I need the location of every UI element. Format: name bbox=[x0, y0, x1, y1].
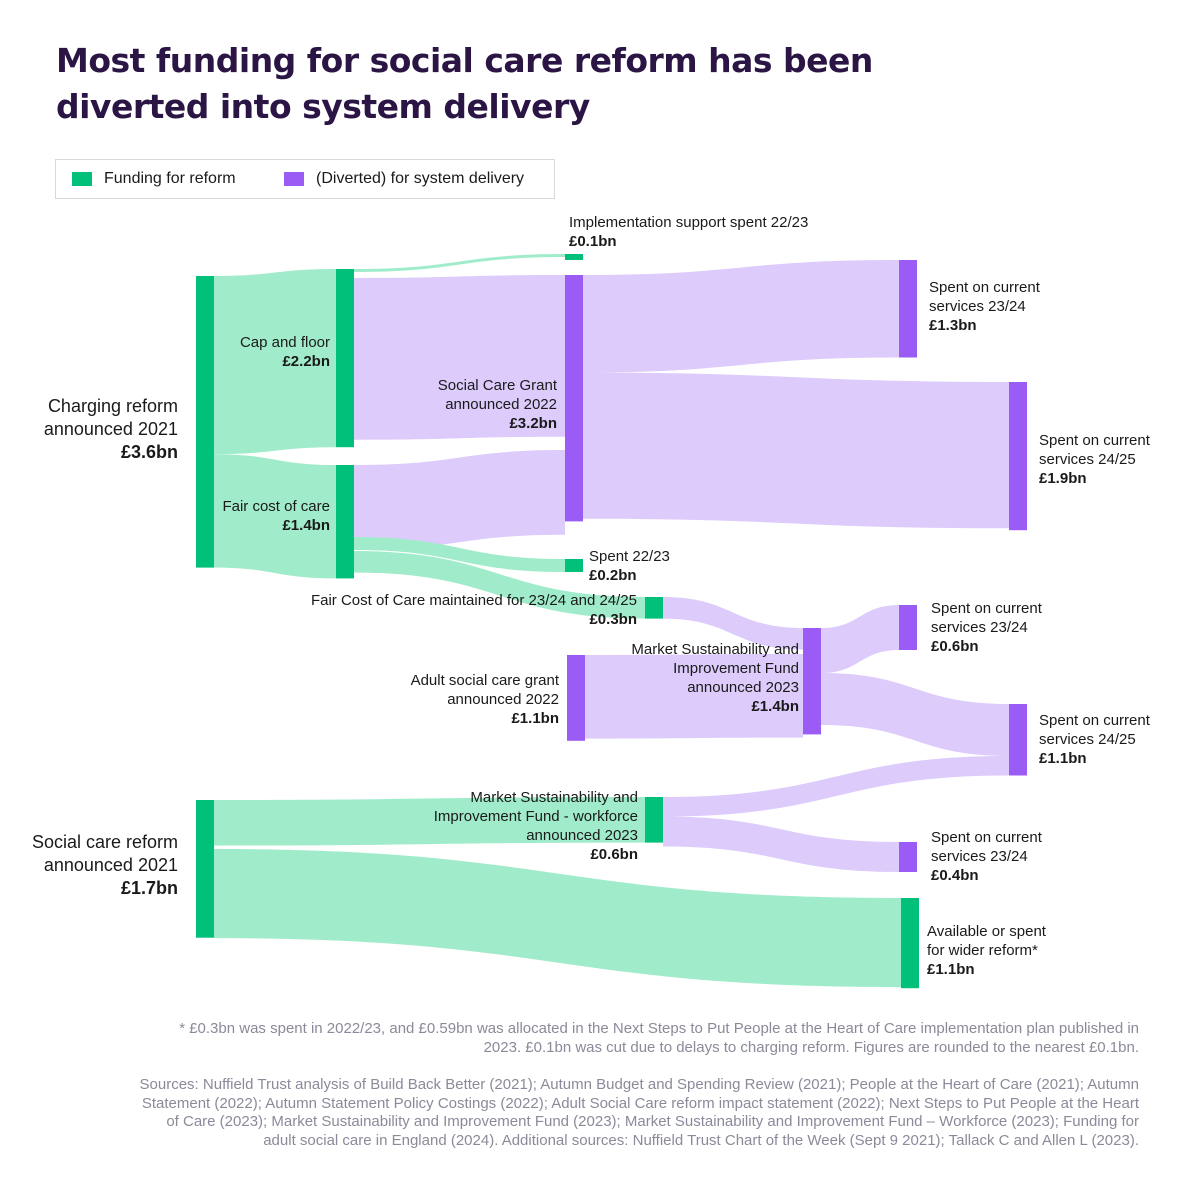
legend-swatch-reform bbox=[72, 172, 92, 186]
node-wider bbox=[901, 898, 919, 989]
label-msif-workforce-value: £0.6bn bbox=[590, 846, 638, 863]
flow-fair-to-spent2223 bbox=[354, 537, 565, 572]
node-spent2223 bbox=[565, 559, 583, 572]
label-current-services-2324-c-name: Spent on current services 23/24 bbox=[931, 829, 1042, 865]
label-social-care-reform: Social care reform announced 2021 £1.7bn bbox=[10, 831, 178, 900]
flow-scg-to-cs2425a bbox=[583, 372, 1009, 529]
flow-scg-to-cs2324a bbox=[583, 260, 899, 373]
flow-fccm-to-msif bbox=[663, 597, 803, 650]
footnote: * £0.3bn was spent in 2022/23, and £0.59… bbox=[179, 1020, 1139, 1056]
label-cap-floor-value: £2.2bn bbox=[282, 353, 330, 370]
label-social-care-reform-name: Social care reform announced 2021 bbox=[31, 832, 178, 875]
legend-swatch-diverted bbox=[284, 172, 304, 186]
label-msif-value: £1.4bn bbox=[751, 698, 799, 715]
label-fair-cost: Fair cost of care £1.4bn bbox=[200, 497, 330, 535]
node-charging bbox=[196, 276, 214, 568]
label-social-care-grant: Social Care Grant announced 2022 £3.2bn bbox=[400, 376, 557, 433]
label-spent-2223-value: £0.2bn bbox=[589, 567, 637, 584]
label-adult-social-care-grant-value: £1.1bn bbox=[511, 710, 559, 727]
label-wider-reform: Available or spent for wider reform* £1.… bbox=[927, 922, 1062, 979]
label-current-services-2425-a-name: Spent on current services 24/25 bbox=[1039, 432, 1150, 468]
flow-msif-to-cs2324b bbox=[821, 605, 899, 673]
label-current-services-2425-a: Spent on current services 24/25 £1.9bn bbox=[1039, 431, 1164, 488]
node-impl bbox=[565, 254, 583, 260]
legend-label-reform: Funding for reform bbox=[104, 170, 236, 187]
label-current-services-2324-a-value: £1.3bn bbox=[929, 317, 977, 334]
label-msif-workforce-name: Market Sustainability and Improvement Fu… bbox=[433, 789, 638, 844]
flow-msif-to-cs2425b bbox=[821, 673, 1009, 756]
flow-charging-to-fair bbox=[214, 454, 336, 579]
flow-scr-to-msifw bbox=[214, 797, 645, 846]
node-cs2324c bbox=[899, 842, 917, 872]
flow-charging-to-cap bbox=[214, 269, 336, 455]
node-fair bbox=[336, 465, 354, 579]
legend: Funding for reform (Diverted) for system… bbox=[55, 159, 555, 199]
label-fair-cost-name: Fair cost of care bbox=[222, 498, 330, 515]
label-social-care-grant-name: Social Care Grant announced 2022 bbox=[437, 377, 557, 413]
label-current-services-2324-a: Spent on current services 23/24 £1.3bn bbox=[929, 278, 1054, 335]
label-current-services-2324-b-value: £0.6bn bbox=[931, 638, 979, 655]
legend-item-diverted: (Diverted) for system delivery bbox=[284, 160, 524, 198]
label-current-services-2324-c: Spent on current services 23/24 £0.4bn bbox=[931, 828, 1056, 885]
label-current-services-2425-b-name: Spent on current services 24/25 bbox=[1039, 712, 1150, 748]
label-msif-name: Market Sustainability and Improvement Fu… bbox=[631, 641, 799, 696]
label-implementation-support-name: Implementation support spent 22/23 bbox=[569, 214, 809, 231]
label-current-services-2324-c-value: £0.4bn bbox=[931, 867, 979, 884]
label-implementation-support-value: £0.1bn bbox=[569, 233, 617, 250]
label-implementation-support: Implementation support spent 22/23 £0.1b… bbox=[569, 213, 869, 251]
label-adult-social-care-grant: Adult social care grant announced 2022 £… bbox=[390, 671, 559, 728]
legend-item-reform: Funding for reform bbox=[72, 160, 236, 198]
label-current-services-2324-b-name: Spent on current services 23/24 bbox=[931, 600, 1042, 636]
label-current-services-2425-a-value: £1.9bn bbox=[1039, 470, 1087, 487]
label-current-services-2324-a-name: Spent on current services 23/24 bbox=[929, 279, 1040, 315]
label-msif-workforce: Market Sustainability and Improvement Fu… bbox=[420, 788, 638, 864]
node-cs2425b bbox=[1009, 704, 1027, 776]
label-current-services-2425-b: Spent on current services 24/25 £1.1bn bbox=[1039, 711, 1164, 768]
label-fair-cost-maintained-value: £0.3bn bbox=[589, 611, 637, 628]
label-msif: Market Sustainability and Improvement Fu… bbox=[630, 640, 799, 716]
node-cs2324b bbox=[899, 605, 917, 650]
node-cs2324a bbox=[899, 260, 917, 358]
node-scr bbox=[196, 800, 214, 938]
label-fair-cost-maintained-name: Fair Cost of Care maintained for 23/24 a… bbox=[310, 592, 637, 609]
flow-fair-to-scg bbox=[354, 450, 565, 550]
label-charging-reform-name: Charging reform announced 2021 bbox=[43, 396, 178, 439]
label-cap-floor: Cap and floor £2.2bn bbox=[200, 333, 330, 371]
node-fccm bbox=[645, 597, 663, 619]
flow-msifw-to-cs2425b bbox=[663, 756, 1009, 817]
flow-ascg-to-msif bbox=[585, 654, 803, 739]
label-adult-social-care-grant-name: Adult social care grant announced 2022 bbox=[410, 672, 559, 708]
label-charging-reform: Charging reform announced 2021 £3.6bn bbox=[18, 395, 178, 464]
node-msifw bbox=[645, 797, 663, 843]
label-social-care-reform-value: £1.7bn bbox=[120, 878, 178, 898]
label-wider-reform-name: Available or spent for wider reform* bbox=[927, 923, 1046, 959]
chart-title: Most funding for social care reform has … bbox=[56, 41, 873, 126]
node-ascg bbox=[567, 655, 585, 741]
flow-msifw-to-cs2324c bbox=[663, 816, 899, 872]
flow-cap-to-impl bbox=[354, 254, 565, 272]
legend-label-diverted: (Diverted) for system delivery bbox=[316, 170, 525, 187]
flow-fair-to-fccm bbox=[354, 551, 645, 619]
label-wider-reform-value: £1.1bn bbox=[927, 961, 975, 978]
node-cs2425a bbox=[1009, 382, 1027, 531]
label-cap-floor-name: Cap and floor bbox=[239, 334, 330, 351]
node-cap bbox=[336, 269, 354, 448]
label-spent-2223-name: Spent 22/23 bbox=[589, 548, 670, 565]
label-current-services-2324-b: Spent on current services 23/24 £0.6bn bbox=[931, 599, 1056, 656]
sources: Sources: Nuffield Trust analysis of Buil… bbox=[139, 1076, 1139, 1149]
flow-scr-to-wider bbox=[214, 849, 901, 988]
label-social-care-grant-value: £3.2bn bbox=[509, 415, 557, 432]
flow-cap-to-scg bbox=[354, 275, 565, 440]
node-scg bbox=[565, 275, 583, 522]
label-fair-cost-value: £1.4bn bbox=[282, 517, 330, 534]
label-fair-cost-maintained: Fair Cost of Care maintained for 23/24 a… bbox=[250, 591, 637, 629]
label-current-services-2425-b-value: £1.1bn bbox=[1039, 750, 1087, 767]
node-msif bbox=[803, 628, 821, 735]
label-spent-2223: Spent 22/23 £0.2bn bbox=[589, 547, 729, 585]
label-charging-reform-value: £3.6bn bbox=[120, 442, 178, 462]
